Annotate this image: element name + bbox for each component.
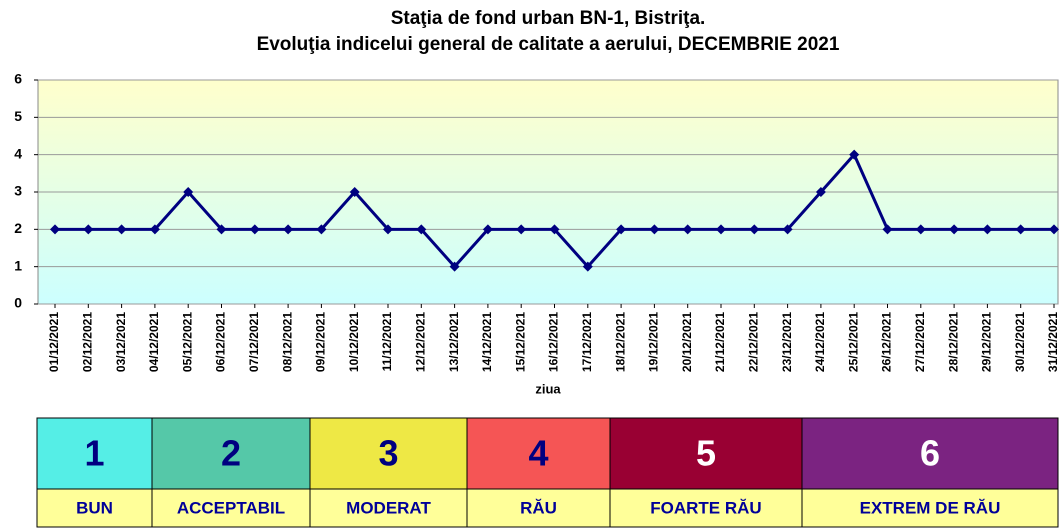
x-tick-label: 11/12/2021 bbox=[380, 312, 394, 372]
marker bbox=[849, 149, 860, 160]
scale-label: RĂU bbox=[520, 498, 557, 517]
y-tick-label: 6 bbox=[14, 71, 22, 87]
y-tick-label: 0 bbox=[14, 295, 22, 311]
marker bbox=[83, 224, 94, 235]
marker bbox=[50, 224, 60, 235]
scale-level: 4 bbox=[528, 433, 548, 474]
chart-subtitle: Evoluţia indicelui general de calitate a… bbox=[257, 34, 840, 55]
marker bbox=[183, 187, 194, 197]
marker bbox=[549, 224, 560, 235]
x-tick-label: 20/12/2021 bbox=[680, 312, 694, 372]
marker bbox=[416, 224, 427, 235]
x-tick-label: 13/12/2021 bbox=[447, 312, 461, 372]
scale-level: 2 bbox=[221, 433, 241, 474]
marker bbox=[383, 224, 393, 235]
scale-label: EXTREM DE RĂU bbox=[860, 498, 1001, 517]
x-tick-label: 01/12/2021 bbox=[47, 312, 61, 372]
marker bbox=[283, 224, 294, 235]
x-tick-label: 24/12/2021 bbox=[813, 312, 827, 372]
x-tick-label: 05/12/2021 bbox=[180, 312, 194, 372]
marker bbox=[882, 224, 893, 235]
scale-label-cell bbox=[609, 488, 803, 528]
y-tick-label: 1 bbox=[14, 257, 22, 273]
marker bbox=[149, 224, 160, 235]
x-tick-label: 04/12/2021 bbox=[147, 312, 161, 372]
x-tick-label: 28/12/2021 bbox=[946, 312, 960, 372]
x-tick-label: 26/12/2021 bbox=[880, 312, 894, 372]
x-axis-label: ziua bbox=[535, 381, 561, 396]
y-tick-label: 4 bbox=[14, 145, 22, 161]
marker bbox=[1049, 224, 1059, 235]
x-tick-label: 09/12/2021 bbox=[314, 312, 328, 372]
marker bbox=[449, 261, 460, 272]
scale-level: 3 bbox=[378, 433, 398, 474]
scale-label: BUN bbox=[76, 498, 113, 517]
x-tick-label: 25/12/2021 bbox=[846, 312, 860, 372]
x-tick-label: 08/12/2021 bbox=[280, 312, 294, 372]
marker bbox=[915, 224, 926, 235]
marker bbox=[815, 187, 826, 197]
x-tick-label: 03/12/2021 bbox=[114, 312, 128, 372]
marker bbox=[582, 261, 593, 272]
x-tick-label: 15/12/2021 bbox=[513, 312, 527, 372]
scale-label-cell bbox=[466, 488, 611, 528]
scale-cell bbox=[801, 417, 1059, 490]
scale-label: MODERAT bbox=[346, 498, 431, 517]
marker bbox=[116, 224, 127, 235]
x-tick-label: 22/12/2021 bbox=[746, 312, 760, 372]
scale-label-cell bbox=[36, 488, 153, 528]
marker bbox=[649, 224, 660, 235]
x-tick-label: 29/12/2021 bbox=[980, 312, 994, 372]
x-tick-label: 27/12/2021 bbox=[913, 312, 927, 372]
chart-title: Staţia de fond urban BN-1, Bistriţa. bbox=[391, 8, 706, 29]
x-tick-label: 14/12/2021 bbox=[480, 312, 494, 372]
marker bbox=[782, 224, 793, 235]
x-tick-label: 07/12/2021 bbox=[247, 312, 261, 372]
scale-level: 1 bbox=[84, 433, 104, 474]
marker bbox=[316, 224, 327, 235]
scale-cell bbox=[151, 417, 311, 490]
x-tick-label: 19/12/2021 bbox=[647, 312, 661, 372]
x-tick-label: 23/12/2021 bbox=[780, 312, 794, 372]
scale-label-cell bbox=[151, 488, 311, 528]
x-tick-label: 30/12/2021 bbox=[1013, 312, 1027, 372]
scale-level: 5 bbox=[696, 433, 716, 474]
marker bbox=[482, 224, 493, 235]
x-tick-label: 17/12/2021 bbox=[580, 312, 594, 372]
y-tick-label: 3 bbox=[14, 183, 22, 199]
marker bbox=[949, 224, 960, 235]
marker bbox=[682, 224, 693, 235]
scale-cell bbox=[36, 417, 153, 490]
scale-level: 6 bbox=[920, 433, 940, 474]
marker bbox=[516, 224, 527, 235]
y-tick-label: 2 bbox=[14, 220, 22, 236]
marker bbox=[216, 224, 227, 235]
x-tick-label: 10/12/2021 bbox=[347, 312, 361, 372]
x-tick-label: 31/12/2021 bbox=[1046, 312, 1060, 372]
x-tick-label: 06/12/2021 bbox=[214, 312, 228, 372]
x-tick-label: 16/12/2021 bbox=[547, 312, 561, 372]
marker bbox=[249, 224, 260, 235]
marker bbox=[1015, 224, 1026, 235]
x-tick-label: 12/12/2021 bbox=[413, 312, 427, 372]
scale-label: ACCEPTABIL bbox=[177, 498, 285, 517]
y-tick-label: 5 bbox=[14, 108, 22, 124]
marker bbox=[749, 224, 760, 235]
x-tick-label: 21/12/2021 bbox=[713, 312, 727, 372]
scale-label: FOARTE RĂU bbox=[650, 498, 761, 517]
x-tick-label: 02/12/2021 bbox=[80, 312, 94, 372]
marker bbox=[982, 224, 993, 235]
x-tick-label: 18/12/2021 bbox=[613, 312, 627, 372]
scale-label-cell bbox=[801, 488, 1059, 528]
marker bbox=[716, 224, 726, 235]
marker bbox=[349, 187, 360, 197]
marker bbox=[616, 224, 627, 235]
scale-label-cell bbox=[309, 488, 468, 528]
